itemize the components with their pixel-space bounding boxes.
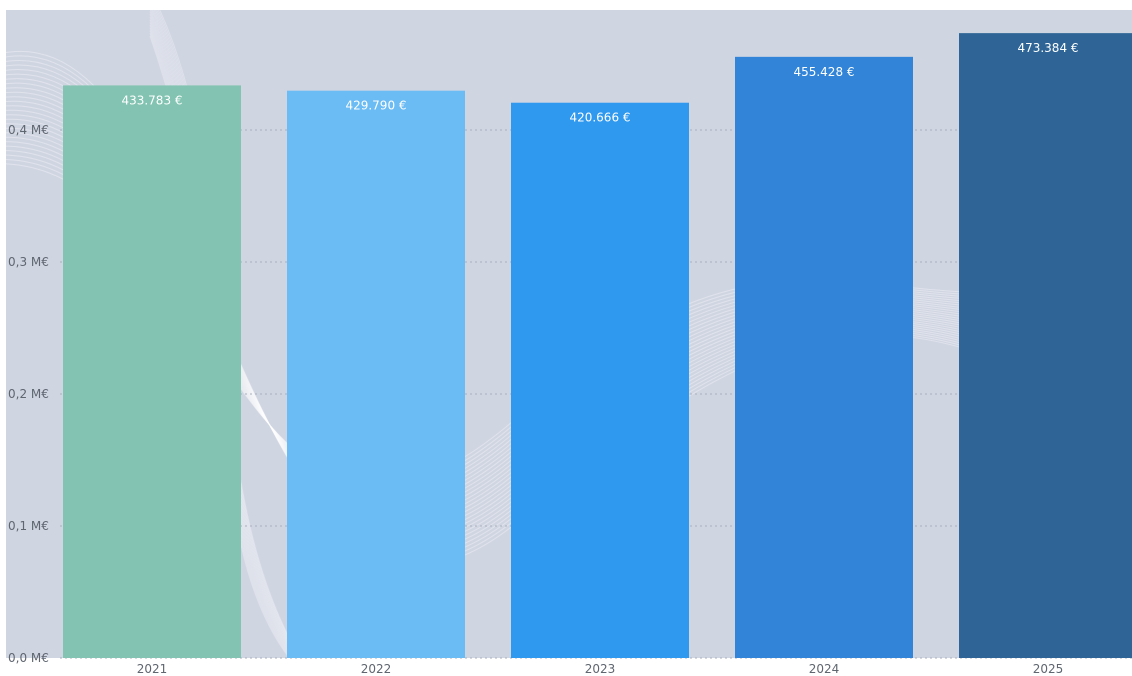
x-tick-label-2021: 2021 xyxy=(137,662,168,676)
y-tick-label: 0,1 M€ xyxy=(8,519,49,533)
bar-2024 xyxy=(735,56,913,659)
bar-2022 xyxy=(287,90,465,659)
y-tick-label: 0,0 M€ xyxy=(8,651,49,665)
y-tick-label: 0,2 M€ xyxy=(8,387,49,401)
data-label-2025: 473.384 € xyxy=(1017,41,1078,55)
bar-2021 xyxy=(63,85,241,659)
y-axis: 0,0 M€ 0,1 M€ 0,2 M€ 0,3 M€ 0,4 M€ xyxy=(8,123,49,665)
data-label-2024: 455.428 € xyxy=(793,65,854,79)
data-label-2022: 429.790 € xyxy=(345,99,406,113)
y-tick-label: 0,4 M€ xyxy=(8,123,49,137)
x-tick-label-2023: 2023 xyxy=(585,662,616,676)
y-tick-label: 0,3 M€ xyxy=(8,255,49,269)
data-labels: 433.783 € 429.790 € 420.666 € 455.428 € 473.… xyxy=(121,41,1078,125)
x-tick-label-2022: 2022 xyxy=(361,662,392,676)
bar-2025 xyxy=(959,33,1132,659)
bars xyxy=(63,33,1132,659)
data-label-2021: 433.783 € xyxy=(121,93,182,107)
bar-2023 xyxy=(511,102,689,658)
data-label-2023: 420.666 € xyxy=(569,111,630,125)
x-axis: 2021 2022 2023 2024 2025 xyxy=(137,662,1064,676)
x-tick-label-2024: 2024 xyxy=(809,662,840,676)
x-tick-label-2025: 2025 xyxy=(1033,662,1064,676)
